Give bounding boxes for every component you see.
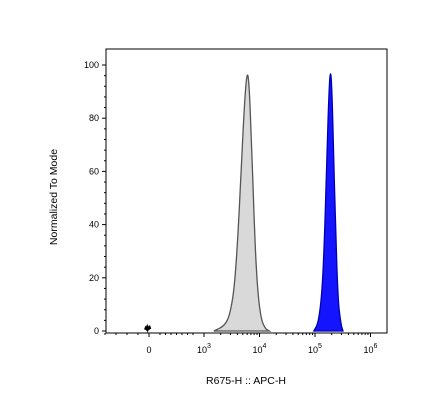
y-tick-label: 100 xyxy=(84,60,99,70)
x-tick-label: 103 xyxy=(197,343,211,355)
x-tick-label: 104 xyxy=(253,343,267,355)
baseline-noise xyxy=(144,323,152,334)
histogram-series-2 xyxy=(312,73,344,332)
series-layer xyxy=(144,73,344,334)
y-axis-title: Normalized To Mode xyxy=(48,149,60,245)
x-tick-label: 0 xyxy=(146,345,151,355)
y-tick-label: 80 xyxy=(89,113,99,123)
y-axis: 0 20 40 60 80 100 xyxy=(84,60,106,336)
y-tick-label: 60 xyxy=(89,166,99,176)
histogram-series-1 xyxy=(213,74,272,332)
x-axis: 0 103 104 105 106 xyxy=(104,333,378,355)
y-tick-label: 20 xyxy=(89,273,99,283)
y-tick-label: 40 xyxy=(89,220,99,230)
x-tick-label: 105 xyxy=(308,343,322,355)
plot-area xyxy=(105,48,388,334)
y-tick-label: 0 xyxy=(94,326,99,336)
x-tick-label: 106 xyxy=(364,343,378,355)
x-axis-title: R675-H :: APC-H xyxy=(206,375,286,387)
